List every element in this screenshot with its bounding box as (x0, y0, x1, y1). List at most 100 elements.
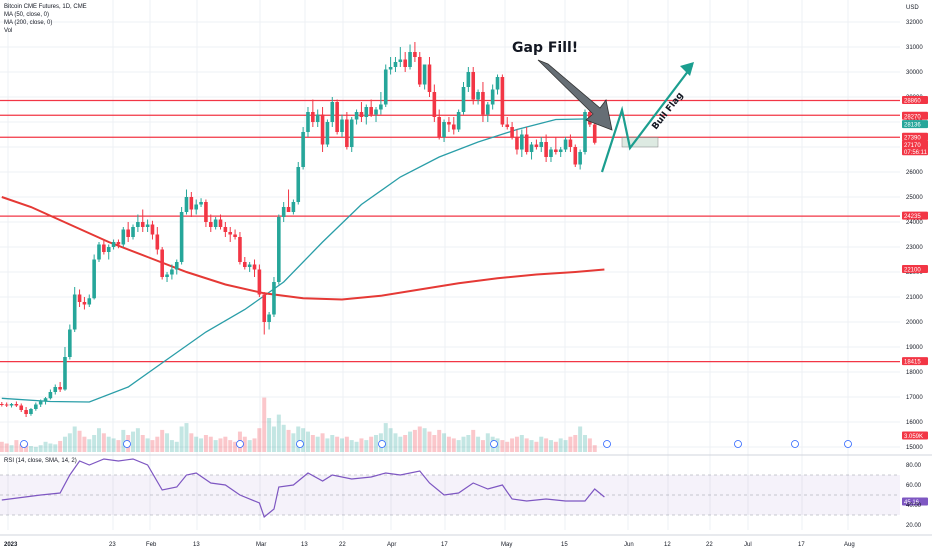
volume-bar (471, 429, 476, 452)
candles-group (0, 42, 597, 417)
event-marker-icon (603, 440, 611, 448)
candle-body (349, 119, 354, 147)
volume-bar (189, 433, 194, 452)
volume-bar (208, 436, 213, 452)
gap-fill-arrow (537, 59, 613, 131)
volume-bar (247, 440, 252, 452)
volume-bar (349, 440, 354, 452)
volume-bar (437, 429, 442, 452)
candle-body (345, 119, 349, 147)
volume-bar (388, 428, 393, 452)
candle-body (432, 92, 437, 117)
candle-body (364, 107, 369, 117)
price-tag-label: 22100 (904, 268, 921, 274)
price-tick-label: 23000 (906, 245, 923, 251)
candle-body (524, 134, 529, 152)
candle-body (520, 134, 524, 150)
candle-body (111, 242, 116, 247)
volume-bar (553, 441, 558, 452)
candle-body (515, 137, 519, 150)
candle-body (403, 59, 407, 67)
date-tick-label: 13 (301, 542, 308, 548)
candle-body (63, 357, 67, 390)
price-tick-label: 32000 (906, 20, 923, 26)
volume-bar (446, 436, 451, 452)
price-tick-label: 21000 (906, 295, 923, 301)
candle-body (238, 237, 242, 262)
candle-body (53, 387, 58, 392)
price-tick-label: 26000 (906, 170, 923, 176)
volume-bar (62, 436, 67, 452)
event-marker-icon (844, 440, 852, 448)
candle-body (97, 244, 101, 260)
candle-body (170, 269, 174, 275)
candle-body (471, 72, 476, 100)
candle-body (393, 62, 398, 67)
volume-bar (262, 397, 267, 452)
volume-bar (14, 440, 19, 452)
volume-bar (276, 414, 281, 452)
volume-bar (28, 446, 33, 452)
candle-body (476, 92, 480, 100)
date-tick-label: Aug (844, 542, 855, 548)
candle-body (24, 410, 28, 414)
price-tick-label: 24000 (906, 220, 923, 226)
candle-body (228, 232, 233, 235)
volume-bar (310, 435, 315, 452)
volume-bar (335, 436, 340, 452)
candle-body (267, 314, 271, 322)
candle-body (145, 224, 150, 227)
candle-body (189, 197, 194, 210)
volume-bar (315, 436, 320, 452)
volume-bar (140, 435, 145, 452)
volume-bar (281, 424, 286, 452)
price-tag-label: 07:56:11 (904, 150, 928, 156)
volume-bar (135, 428, 140, 452)
candle-body (43, 398, 48, 402)
candle-body (0, 404, 4, 405)
ma50-line (1, 117, 605, 403)
volume-bar (194, 436, 199, 452)
candle-body (354, 112, 359, 120)
candle-body (442, 122, 446, 137)
chart-legend: Bitcoin CME Futures, 1D, CME MA (50, clo… (4, 3, 87, 35)
volume-bar (286, 429, 291, 452)
candle-body (413, 52, 417, 57)
rsi-tick-label: 60.00 (906, 483, 922, 489)
candle-body (315, 114, 320, 122)
candle-body (544, 142, 548, 157)
candle-body (34, 404, 38, 409)
candle-body (252, 264, 257, 270)
volume-bar (476, 436, 481, 452)
candle-body (325, 122, 330, 145)
candle-body (583, 112, 587, 152)
volume-bar (325, 438, 330, 452)
candle-body (218, 219, 223, 227)
candle-body (19, 405, 24, 410)
candle-body (121, 229, 126, 245)
volume-bar (427, 431, 432, 452)
volume-bar (519, 435, 524, 452)
price-tag-label: 28136 (904, 123, 921, 129)
volume-bar (403, 435, 408, 452)
candle-body (437, 117, 441, 137)
volume-bar (160, 429, 165, 452)
flag-box (621, 137, 659, 148)
volume-bar (0, 441, 4, 452)
candle-body (286, 207, 291, 212)
rsi-tick-label: 80.00 (906, 463, 922, 469)
volume-bar (38, 445, 43, 452)
volume-bar (43, 441, 48, 452)
volume-bar (82, 436, 87, 452)
price-tick-label: 25000 (906, 195, 923, 201)
event-marker-icon (734, 440, 742, 448)
candle-body (257, 269, 262, 295)
price-tag (902, 265, 928, 273)
candle-body (383, 69, 388, 105)
candle-body (306, 112, 310, 132)
candle-body (136, 222, 140, 227)
ma200-line (1, 196, 605, 301)
legend-ma200: MA (200, close, 0) (4, 20, 53, 26)
volume-bar (505, 441, 510, 452)
